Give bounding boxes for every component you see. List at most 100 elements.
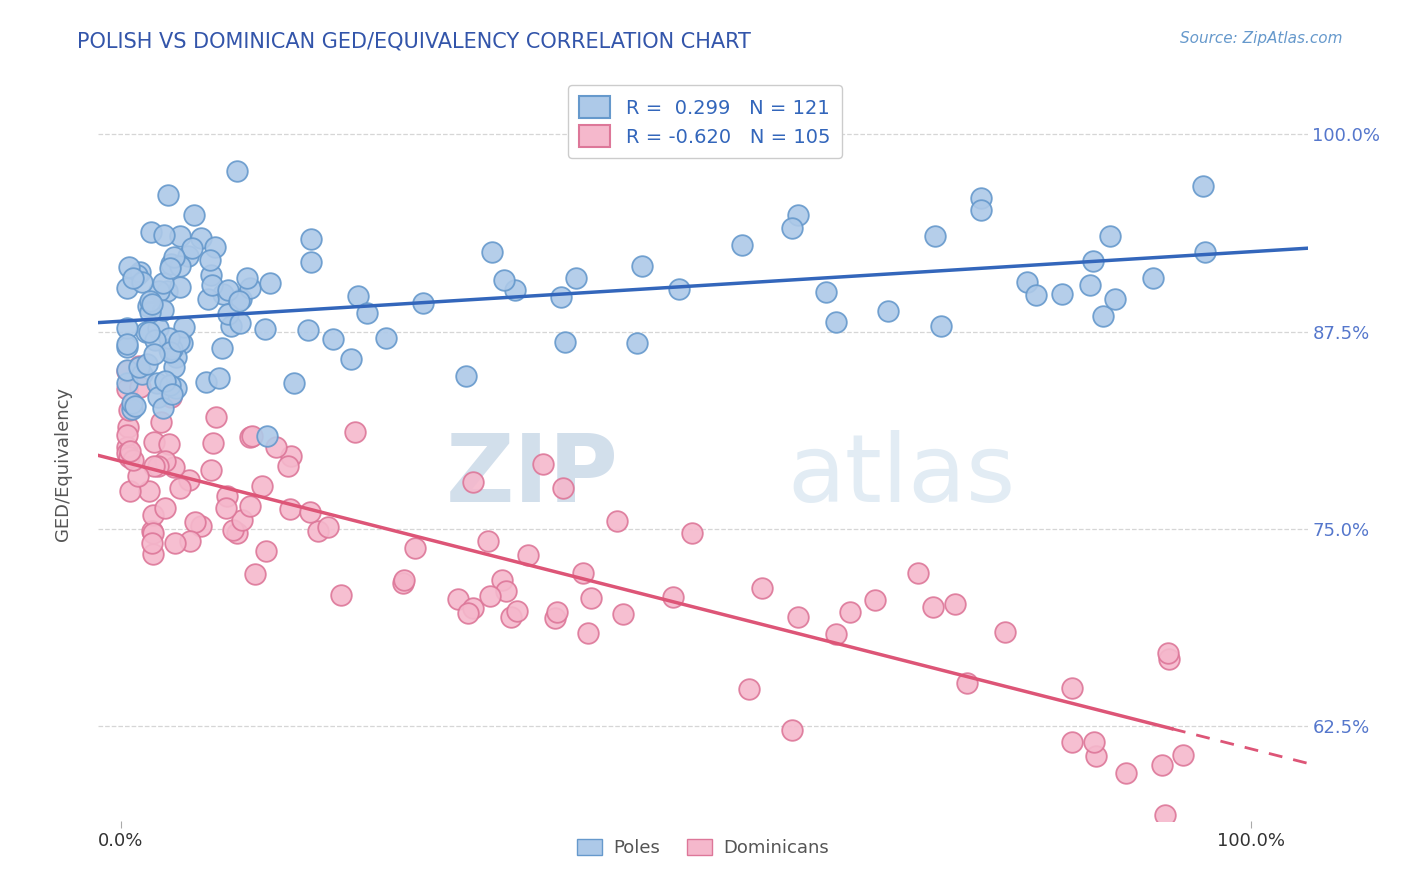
Point <box>190 231 212 245</box>
Point <box>118 444 141 458</box>
Point <box>146 376 169 391</box>
Point <box>278 502 301 516</box>
Point <box>115 337 138 351</box>
Point <box>152 302 174 317</box>
Point <box>970 203 993 218</box>
Point <box>146 390 169 404</box>
Point <box>1017 275 1039 289</box>
Point <box>150 415 173 429</box>
Point <box>153 374 176 388</box>
Point <box>731 237 754 252</box>
Point <box>142 548 165 562</box>
Point <box>160 390 183 404</box>
Point <box>1060 735 1083 749</box>
Point <box>546 605 568 619</box>
Point <box>121 271 143 285</box>
Point <box>121 453 143 467</box>
Point <box>239 430 262 444</box>
Point <box>738 681 761 696</box>
Point <box>211 341 233 355</box>
Point <box>787 609 810 624</box>
Point <box>169 481 191 495</box>
Point <box>668 282 690 296</box>
Point <box>121 402 143 417</box>
Point <box>922 600 945 615</box>
Point <box>117 420 139 434</box>
Point <box>782 221 804 235</box>
Point <box>200 463 222 477</box>
Point <box>172 336 194 351</box>
Point <box>115 440 138 454</box>
Point <box>146 459 169 474</box>
Point <box>128 359 150 373</box>
Point <box>219 319 242 334</box>
Point <box>217 307 239 321</box>
Point <box>554 335 576 350</box>
Point <box>128 360 150 375</box>
Point <box>124 399 146 413</box>
Point <box>142 526 165 541</box>
Point <box>138 483 160 498</box>
Point <box>1025 288 1047 302</box>
Point <box>347 288 370 302</box>
Point <box>454 368 477 383</box>
Point <box>956 676 979 690</box>
Point <box>229 292 252 306</box>
Point <box>259 276 281 290</box>
Point <box>141 297 163 311</box>
Point <box>479 589 502 603</box>
Point <box>907 566 929 580</box>
Point <box>159 260 181 275</box>
Point <box>121 395 143 409</box>
Point <box>165 381 187 395</box>
Point <box>153 228 176 243</box>
Point <box>1194 244 1216 259</box>
Point <box>461 600 484 615</box>
Point <box>173 320 195 334</box>
Point <box>115 445 138 459</box>
Point <box>392 576 415 591</box>
Point <box>128 379 150 393</box>
Point <box>225 163 247 178</box>
Point <box>1192 178 1215 193</box>
Point <box>1104 292 1126 306</box>
Point <box>751 581 773 595</box>
Point <box>531 457 554 471</box>
Point <box>780 723 803 737</box>
Point <box>297 323 319 337</box>
Point <box>148 285 170 299</box>
Point <box>477 534 499 549</box>
Point <box>1154 807 1177 822</box>
Point <box>463 475 485 489</box>
Point <box>165 351 187 365</box>
Point <box>169 259 191 273</box>
Point <box>815 285 838 299</box>
Point <box>163 359 186 374</box>
Point <box>264 440 287 454</box>
Point <box>1171 747 1194 762</box>
Point <box>201 278 224 293</box>
Point <box>146 320 169 334</box>
Point <box>943 597 966 611</box>
Point <box>136 299 159 313</box>
Point <box>606 515 628 529</box>
Point <box>208 371 231 385</box>
Point <box>115 364 138 378</box>
Point <box>343 425 366 439</box>
Point <box>204 240 226 254</box>
Point <box>394 573 416 587</box>
Point <box>825 315 848 329</box>
Point <box>863 593 886 607</box>
Point <box>115 363 138 377</box>
Point <box>131 276 153 290</box>
Text: ZIP: ZIP <box>446 430 619 522</box>
Point <box>139 305 162 319</box>
Text: GED/Equivalency: GED/Equivalency <box>55 387 72 541</box>
Point <box>217 283 239 297</box>
Point <box>222 523 245 537</box>
Point <box>1115 766 1137 780</box>
Point <box>239 500 262 514</box>
Point <box>787 209 810 223</box>
Point <box>565 271 588 285</box>
Point <box>612 607 634 622</box>
